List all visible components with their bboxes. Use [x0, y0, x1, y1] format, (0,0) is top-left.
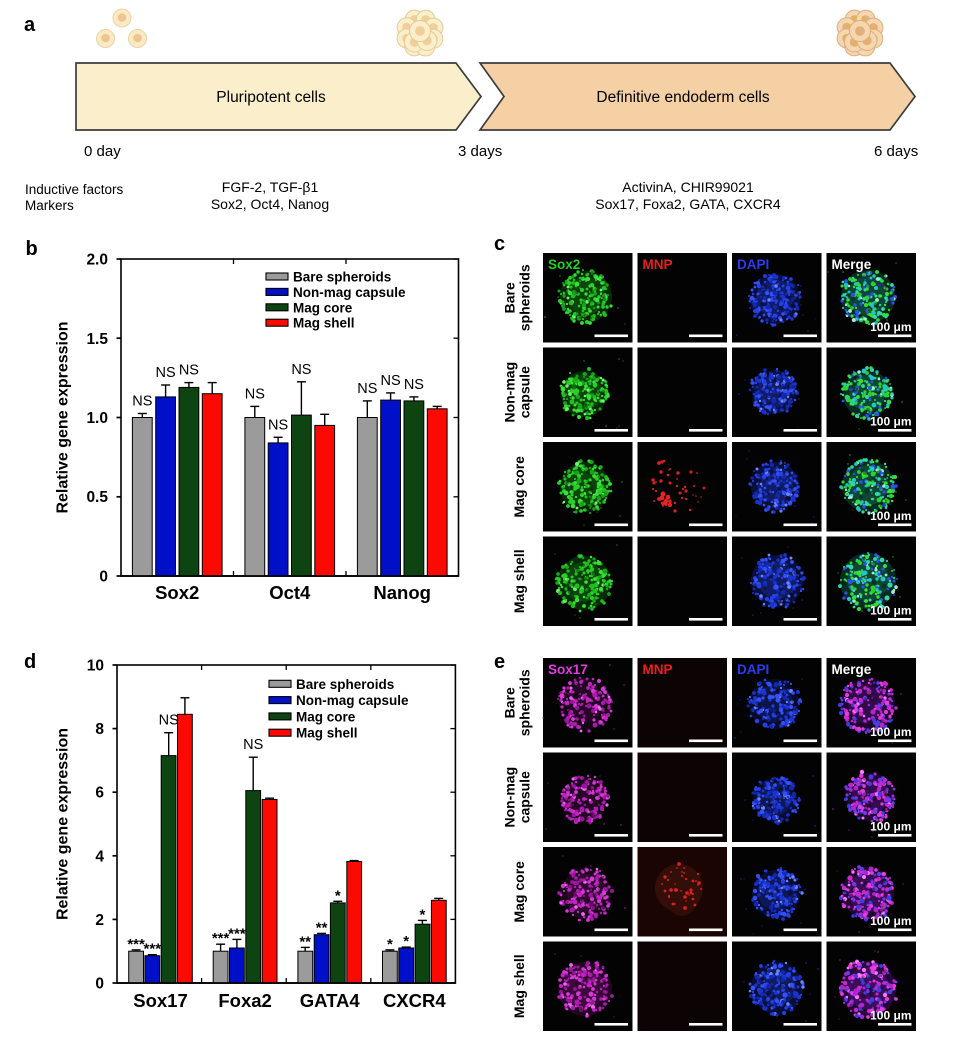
svg-text:*: *: [335, 887, 341, 904]
svg-text:1.5: 1.5: [86, 331, 108, 348]
svg-text:CXCR4: CXCR4: [383, 990, 446, 1011]
svg-text:Sox17: Sox17: [133, 990, 188, 1011]
svg-text:8: 8: [95, 721, 104, 738]
svg-text:Sox2: Sox2: [155, 582, 199, 603]
svg-text:4: 4: [95, 848, 104, 865]
svg-text:Mag core: Mag core: [511, 861, 527, 923]
svg-text:Definitive endoderm cells: Definitive endoderm cells: [596, 89, 769, 106]
svg-text:Non-mag: Non-mag: [502, 362, 518, 423]
svg-text:c: c: [494, 233, 505, 255]
svg-text:Sox2: Sox2: [548, 257, 580, 272]
svg-text:FGF-2, TGF-β1: FGF-2, TGF-β1: [222, 179, 319, 195]
svg-text:6 days: 6 days: [874, 143, 918, 160]
svg-text:100 μm: 100 μm: [870, 604, 911, 618]
svg-text:NS: NS: [132, 394, 152, 410]
svg-text:***: ***: [144, 941, 162, 958]
svg-text:MNP: MNP: [643, 257, 673, 272]
svg-text:2.0: 2.0: [86, 252, 108, 269]
svg-text:a: a: [24, 14, 36, 36]
svg-text:1.0: 1.0: [86, 410, 108, 427]
svg-text:0: 0: [95, 976, 104, 993]
svg-text:Non-mag capsule: Non-mag capsule: [296, 693, 409, 708]
svg-text:MNP: MNP: [643, 662, 673, 677]
svg-text:*: *: [403, 933, 409, 950]
svg-text:100 μm: 100 μm: [870, 1009, 911, 1023]
svg-text:Bare: Bare: [502, 687, 518, 718]
svg-text:e: e: [494, 651, 505, 673]
svg-text:DAPI: DAPI: [737, 662, 769, 677]
svg-text:b: b: [26, 238, 38, 260]
svg-text:Inductive factors: Inductive factors: [25, 182, 124, 197]
svg-text:Markers: Markers: [25, 198, 74, 213]
svg-text:0.5: 0.5: [86, 489, 108, 506]
svg-text:**: **: [316, 919, 328, 936]
svg-text:Mag shell: Mag shell: [511, 549, 527, 613]
svg-text:Pluripotent cells: Pluripotent cells: [216, 89, 326, 106]
svg-text:capsule: capsule: [517, 366, 533, 418]
svg-text:Oct4: Oct4: [269, 582, 311, 603]
svg-text:Relative gene expression: Relative gene expression: [55, 728, 72, 920]
svg-text:Bare: Bare: [502, 282, 518, 313]
svg-text:100 μm: 100 μm: [870, 820, 911, 834]
svg-text:Mag shell: Mag shell: [293, 316, 355, 331]
svg-text:*: *: [419, 906, 425, 923]
svg-text:Mag shell: Mag shell: [511, 954, 527, 1018]
svg-text:**: **: [299, 933, 311, 950]
svg-text:Nanog: Nanog: [373, 582, 431, 603]
svg-text:NS: NS: [404, 377, 424, 393]
svg-text:0: 0: [99, 569, 108, 586]
svg-text:6: 6: [95, 785, 104, 802]
svg-text:Non-mag: Non-mag: [502, 767, 518, 828]
svg-text:NS: NS: [156, 365, 176, 381]
svg-text:0 day: 0 day: [84, 143, 121, 160]
svg-text:ActivinA, CHIR99021: ActivinA, CHIR99021: [622, 179, 754, 195]
svg-text:3 days: 3 days: [458, 143, 502, 160]
svg-text:***: ***: [228, 925, 246, 942]
svg-text:Mag core: Mag core: [296, 709, 356, 724]
svg-text:Sox17: Sox17: [548, 662, 588, 677]
svg-text:***: ***: [212, 930, 230, 947]
svg-text:GATA4: GATA4: [300, 990, 361, 1011]
svg-text:NS: NS: [243, 737, 263, 753]
svg-text:Mag shell: Mag shell: [296, 726, 358, 741]
svg-text:NS: NS: [268, 417, 288, 433]
svg-text:NS: NS: [357, 381, 377, 397]
svg-text:spheroids: spheroids: [517, 669, 533, 736]
svg-text:2: 2: [95, 912, 104, 929]
svg-text:Non-mag capsule: Non-mag capsule: [293, 285, 406, 300]
svg-text:Bare spheroids: Bare spheroids: [296, 677, 394, 692]
svg-text:Mag core: Mag core: [511, 456, 527, 518]
svg-text:capsule: capsule: [517, 771, 533, 823]
svg-text:d: d: [24, 651, 36, 673]
svg-text:NS: NS: [245, 386, 265, 402]
svg-text:NS: NS: [291, 362, 311, 378]
svg-text:NS: NS: [179, 363, 199, 379]
svg-text:NS: NS: [381, 373, 401, 389]
svg-text:100 μm: 100 μm: [870, 415, 911, 429]
svg-text:Foxa2: Foxa2: [218, 990, 271, 1011]
svg-text:***: ***: [127, 936, 145, 953]
svg-text:100 μm: 100 μm: [870, 320, 911, 334]
svg-text:Merge: Merge: [832, 662, 872, 677]
svg-text:*: *: [387, 936, 393, 953]
svg-text:Sox17, Foxa2, GATA, CXCR4: Sox17, Foxa2, GATA, CXCR4: [595, 196, 781, 212]
svg-text:100 μm: 100 μm: [870, 725, 911, 739]
svg-text:DAPI: DAPI: [737, 257, 769, 272]
svg-text:100 μm: 100 μm: [870, 914, 911, 928]
svg-text:Bare spheroids: Bare spheroids: [293, 270, 391, 285]
svg-text:spheroids: spheroids: [517, 264, 533, 331]
svg-text:Relative gene expression: Relative gene expression: [55, 321, 72, 513]
svg-text:Merge: Merge: [832, 257, 872, 272]
svg-text:100 μm: 100 μm: [870, 509, 911, 523]
svg-text:NS: NS: [159, 713, 179, 729]
svg-text:Sox2, Oct4, Nanog: Sox2, Oct4, Nanog: [211, 196, 329, 212]
svg-text:Mag core: Mag core: [293, 300, 353, 315]
svg-text:10: 10: [87, 658, 104, 675]
